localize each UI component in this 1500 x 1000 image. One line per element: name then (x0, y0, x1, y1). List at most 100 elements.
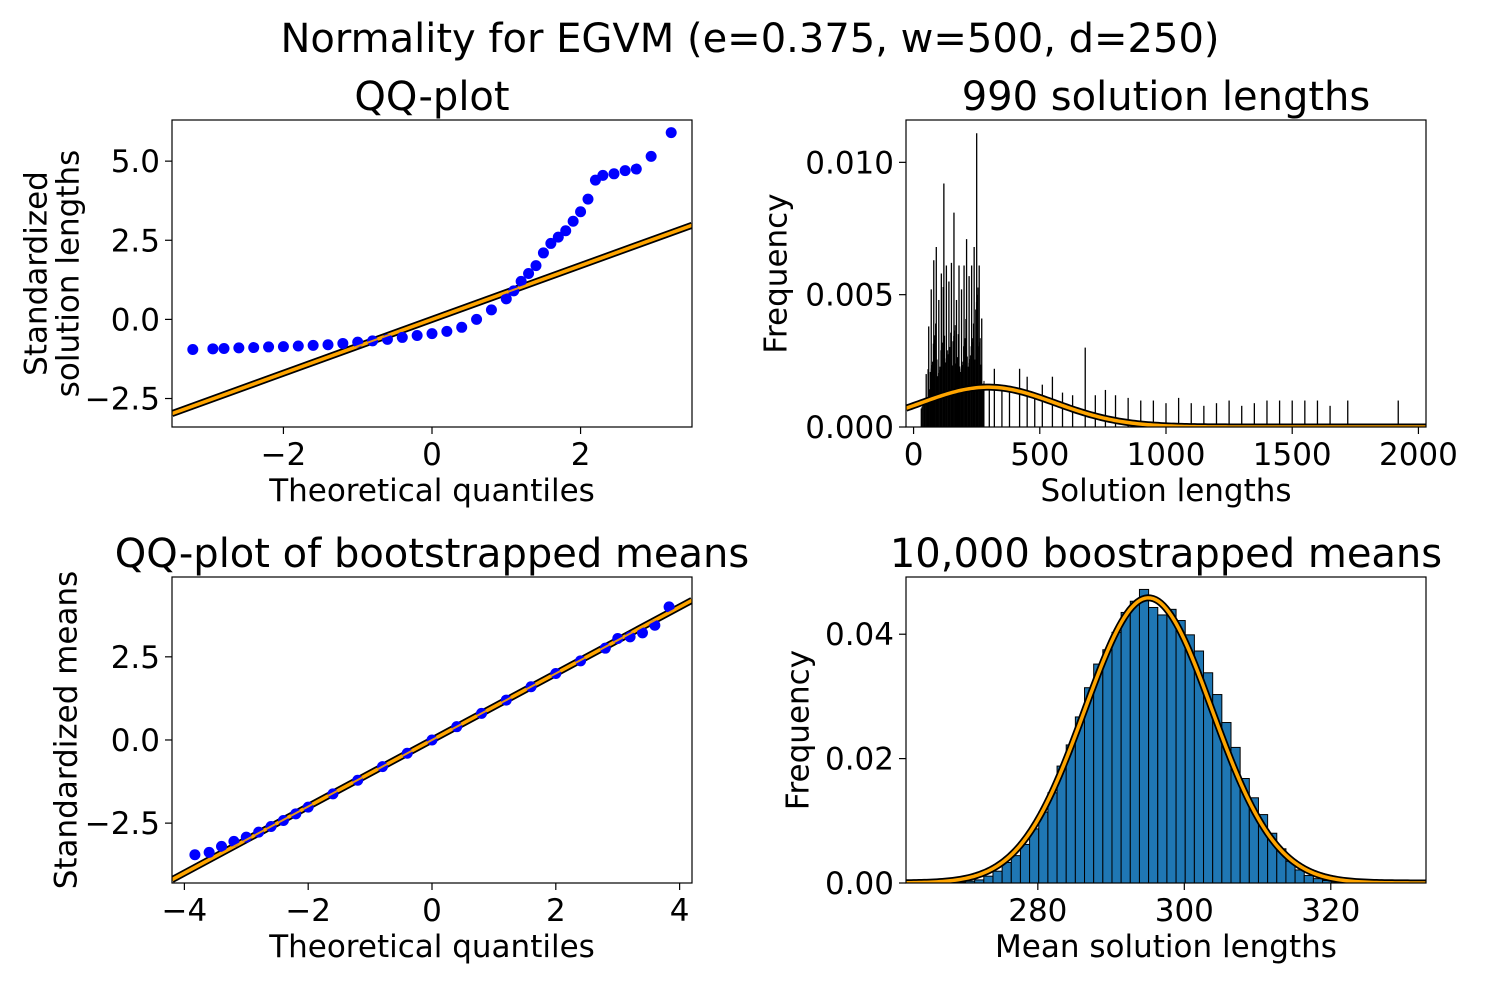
qq-point (426, 328, 438, 340)
y-axis-label: solution lengths (51, 150, 87, 398)
x-tick-label: 2 (571, 437, 591, 473)
x-tick-label: 2 (546, 893, 566, 929)
x-tick-label: 0 (422, 437, 442, 473)
histogram-bar (1166, 608, 1177, 883)
histogram-bar (1111, 631, 1122, 883)
qq-point (456, 321, 468, 333)
y-axis-label: Standardized (19, 171, 55, 376)
qq-point (216, 840, 228, 852)
charts-container: −2 0 2 −2.5 0.0 2.5 5.0 QQ-plot Theoretical quan… (19, 74, 1458, 965)
histogram-bar (1157, 614, 1168, 883)
qq-point (545, 237, 557, 249)
qq-point (471, 313, 483, 325)
plot-area (906, 588, 1426, 883)
y-tick-label: −2.5 (85, 382, 160, 418)
chart-title: QQ-plot (354, 74, 509, 120)
plot-area (172, 597, 692, 883)
histogram-bar (1084, 687, 1095, 883)
histogram-bar (1010, 855, 1021, 883)
x-axis-label: Mean solution lengths (995, 929, 1337, 965)
plot-area (906, 133, 1426, 427)
x-tick-label: 2000 (1379, 437, 1458, 473)
chart-panel-3: −4 −2 0 2 4 −2.5 0.0 2.5 QQ-plot of bootstrapped… (49, 531, 750, 965)
histogram-bar (1184, 634, 1195, 883)
qq-point (292, 340, 304, 352)
y-axis-label: Standardized means (49, 571, 85, 890)
y-tick-label: 5.0 (111, 144, 160, 180)
y-tick-label: 2.5 (111, 640, 160, 676)
figure-suptitle: Normality for EGVM (e=0.375, w=500, d=25… (280, 16, 1219, 62)
chart-panel-4: 280 300 320 0.00 0.02 0.04 10,000 boostrapped … (781, 531, 1443, 965)
y-tick-label: 0.010 (805, 145, 894, 181)
plot-area (172, 127, 692, 417)
qq-point (645, 150, 657, 162)
x-axis-label: Solution lengths (1040, 473, 1291, 509)
x-axis-label: Theoretical quantiles (268, 473, 595, 509)
chart-panel-2: 0 500 1000 1500 2000 0.000 0.005 0.010 990 solut… (759, 74, 1458, 509)
y-tick-label: 0.00 (825, 866, 894, 902)
qq-point (187, 343, 199, 355)
qq-point (619, 165, 631, 177)
qq-point (218, 343, 230, 355)
chart-panel-1: −2 0 2 −2.5 0.0 2.5 5.0 QQ-plot Theoretical quan… (19, 74, 693, 509)
qq-point (523, 268, 535, 279)
qq-point (567, 215, 579, 227)
histogram-bar (1175, 620, 1186, 883)
qq-point (530, 260, 542, 272)
chart-title: QQ-plot of bootstrapped means (115, 531, 749, 577)
axes-frame (171, 119, 693, 428)
x-tick-label: 300 (1155, 893, 1214, 929)
normal-curve (906, 596, 1426, 883)
y-tick-label: 0.02 (825, 742, 894, 778)
qq-point (575, 206, 587, 218)
histogram-bar (1102, 649, 1113, 883)
qq-point (203, 846, 215, 858)
x-tick-label: 500 (1010, 437, 1069, 473)
qq-point (233, 342, 245, 354)
qq-point (411, 330, 423, 342)
qq-point (485, 304, 497, 316)
fit-line-overlay (172, 599, 692, 881)
qq-point (189, 849, 201, 861)
x-tick-label: 320 (1301, 893, 1360, 929)
x-tick-label: 0 (422, 893, 442, 929)
x-tick-label: 1000 (1127, 437, 1206, 473)
qq-point (248, 342, 260, 354)
histogram-bar (1294, 869, 1305, 883)
x-tick-label: −2 (285, 893, 331, 929)
chart-title: 10,000 boostrapped means (890, 531, 1442, 577)
histogram-bar (1138, 588, 1150, 883)
qq-point (537, 247, 549, 259)
x-axis-label: Theoretical quantiles (268, 929, 595, 965)
qq-point (636, 627, 648, 639)
qq-point (582, 193, 594, 205)
qq-point (240, 831, 252, 843)
x-tick-label: −4 (162, 893, 208, 929)
histogram-bar (1303, 875, 1314, 883)
x-tick-label: −2 (261, 437, 307, 473)
histogram-bar (1065, 744, 1076, 883)
y-axis-label: Frequency (759, 193, 795, 353)
normal-curve (906, 385, 1426, 427)
x-tick-label: 1500 (1253, 437, 1332, 473)
x-tick-label: 4 (670, 893, 690, 929)
x-tick-label: 280 (1008, 893, 1067, 929)
histogram-bar (1129, 600, 1140, 883)
y-axis-label: Frequency (781, 650, 817, 810)
y-tick-label: −2.5 (85, 806, 160, 842)
histogram-bar (1093, 663, 1104, 883)
histogram-bar (1047, 792, 1058, 883)
qq-point (630, 163, 642, 175)
histogram-bar (1148, 606, 1159, 883)
qq-point (322, 339, 334, 351)
histogram-bar (992, 870, 1003, 883)
qq-point (337, 337, 349, 349)
y-tick-label: 2.5 (111, 223, 160, 259)
qq-point (277, 341, 289, 353)
qq-point (663, 601, 675, 613)
chart-title: 990 solution lengths (962, 74, 1371, 120)
fit-line-overlay (172, 224, 692, 415)
y-tick-label: 0.0 (111, 723, 160, 759)
histogram-bar (1019, 843, 1031, 883)
